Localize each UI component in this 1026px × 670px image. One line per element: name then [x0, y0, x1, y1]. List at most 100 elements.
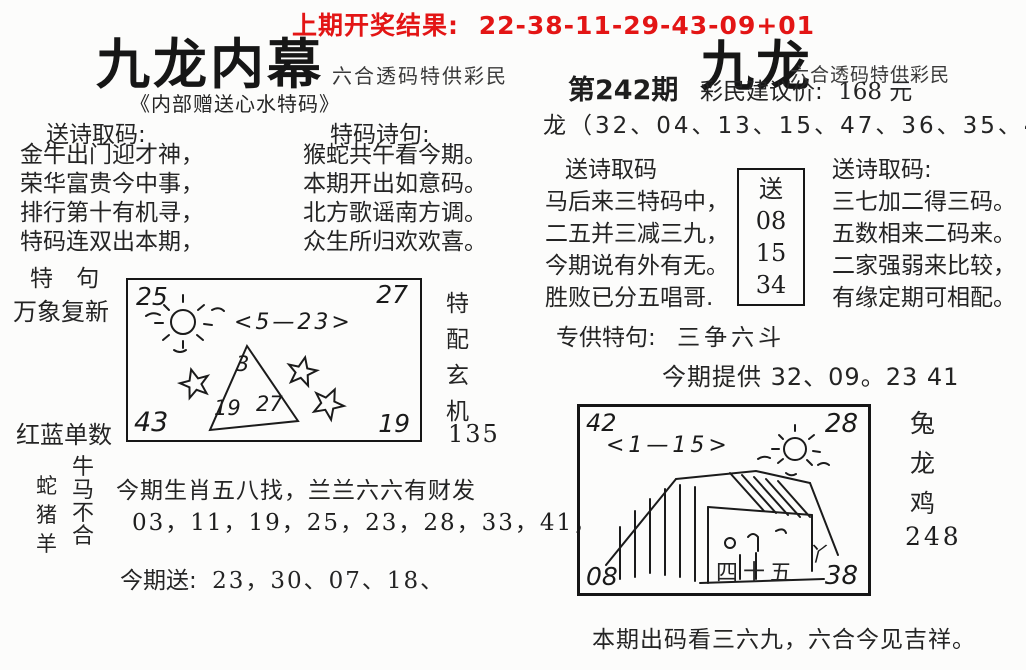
- poem-line: 金牛出门迎才神，: [20, 142, 204, 168]
- left-banner: 《内部赠送心水特码》: [130, 92, 340, 116]
- left-box-corner-tl: 25: [136, 282, 168, 311]
- house-icon: [605, 469, 839, 584]
- left-side-number: 135: [448, 420, 500, 448]
- left-box-arrow-text: <5—23>: [234, 310, 353, 335]
- send-box-number: 15: [755, 239, 787, 267]
- te-ju-label: 特 句: [30, 266, 108, 292]
- right-box-arrow-text: <1—15>: [606, 433, 731, 458]
- poem-line: 五数相来二码来。: [832, 221, 1016, 247]
- zodiac-char: 不: [72, 501, 95, 526]
- zodiac-numbers-line: 龙（32、04、13、15、47、36、35、48。）狗: [543, 113, 1026, 139]
- house-text: 四十五: [716, 561, 798, 586]
- special-value: 三争六斗: [677, 325, 786, 351]
- send-box-label: 送: [759, 175, 783, 203]
- right-box-mark: 丫: [806, 542, 826, 566]
- last-draw-result: 上期开奖结果: 22-38-11-29-43-09+01: [292, 6, 815, 42]
- vertical-char: 机: [446, 399, 469, 425]
- left-title: 九龙内幕: [96, 32, 324, 96]
- triangle-number-right: 27: [256, 392, 283, 416]
- zodiac-char: 马: [72, 478, 95, 503]
- star-icon: [176, 367, 211, 401]
- issue-number: 第242期: [568, 75, 679, 106]
- poem-line: 二家强弱来比较，: [832, 253, 1016, 279]
- zodiac-char: 羊: [36, 532, 57, 556]
- send-box-number: 08: [755, 207, 787, 235]
- vertical-char: 玄: [446, 363, 469, 389]
- poem-line: 特码连双出本期，: [20, 229, 204, 255]
- zodiac-char: 猪: [36, 503, 57, 527]
- vertical-char: 鸡: [910, 489, 936, 518]
- left-numbers-line: 03，11，19，25，23，28，33，41，: [132, 510, 599, 536]
- special-phrase-line: 专供特句: 三争六斗: [556, 318, 785, 352]
- right-poem1-heading: 送诗取码: [565, 157, 657, 183]
- right-sketch-drawing: [605, 424, 839, 584]
- last-draw-numbers: 22-38-11-29-43-09+01: [478, 11, 816, 40]
- triangle-icon: [208, 343, 300, 432]
- send-box-number: 34: [755, 271, 787, 299]
- right-title: 九龙: [700, 34, 812, 98]
- vertical-char: 特: [446, 291, 469, 317]
- right-box-corner-tr: 28: [824, 409, 858, 439]
- left-side-vertical: 特 配 玄 机: [446, 286, 469, 430]
- send-numbers-box: 送 08 15 34: [737, 168, 805, 306]
- right-box-corner-tl: 42: [586, 409, 617, 437]
- right-poem1: 马后来三特码中， 二五并三减三九， 今期说有外有无。 胜败已分五唱哥.: [545, 186, 729, 314]
- left-poem1: 金牛出门迎才神， 荣华富贵今中事， 排行第十有机寻， 特码连双出本期，: [20, 141, 204, 257]
- poem-line: 北方歌谣南方调。: [303, 200, 487, 226]
- left-box-corner-bl: 43: [134, 407, 169, 438]
- provide-line: 今期提供 32、09。23 41: [662, 363, 960, 391]
- price-value: 168 元: [838, 79, 913, 105]
- poem-line: 众生所归欢欢喜。: [303, 229, 487, 255]
- right-side-number: 248: [905, 522, 962, 551]
- left-poem2: 猴蛇共午看今期。 本期开出如意码。 北方歌谣南方调。 众生所归欢欢喜。: [303, 141, 487, 257]
- poem-line: 马后来三特码中，: [545, 189, 729, 215]
- last-draw-label: 上期开奖结果:: [292, 11, 459, 40]
- special-label: 专供特句:: [556, 325, 656, 351]
- right-sketch-box: 42 28 08 38 <1—15> 四十五 丫: [577, 404, 871, 596]
- right-bottom-line: 本期出码看三六九，六合今见吉祥。: [592, 627, 976, 653]
- zodiac-col-1: 蛇 猪 羊: [36, 472, 57, 559]
- poem-line: 三七加二得三码。: [832, 189, 1016, 215]
- left-sketch-box: 25 27 43 19 <5—23> 3 19 27: [126, 278, 422, 442]
- right-box-corner-br: 38: [824, 561, 858, 591]
- poem-line: 胜败已分五唱哥.: [545, 285, 714, 311]
- vertical-char: 兔: [910, 409, 936, 438]
- left-box-corner-br: 19: [378, 409, 410, 438]
- price-label: 彩民建议价:: [700, 79, 823, 105]
- poem-line: 猴蛇共午看今期。: [303, 142, 487, 168]
- triangle-number-top: 3: [236, 352, 250, 376]
- right-subtitle: 六合透码特供彩民: [790, 64, 951, 86]
- vertical-char: 配: [446, 327, 469, 353]
- zodiac-char: 合: [72, 524, 95, 549]
- red-blue-label: 红蓝单数: [16, 421, 112, 449]
- left-subtitle: 六合透码特供彩民: [332, 64, 508, 88]
- te-ju-value: 万象复新: [13, 298, 109, 326]
- sun-icon: [145, 294, 225, 353]
- zodiac-char: 蛇: [36, 474, 57, 498]
- poem-line: 本期开出如意码。: [303, 171, 487, 197]
- star-icon: [311, 387, 347, 423]
- vertical-char: 龙: [910, 449, 936, 478]
- send-numbers: 23，30、07、18、: [212, 568, 446, 594]
- poem-line: 荣华富贵今中事，: [20, 171, 204, 197]
- right-side-vertical: 兔 龙 鸡: [910, 404, 935, 524]
- zodiac-char: 牛: [72, 455, 95, 480]
- poem-line: 排行第十有机寻，: [20, 200, 204, 226]
- star-icon: [286, 354, 320, 389]
- left-send-line: 今期送: 23，30、07、18、: [120, 561, 445, 595]
- triangle-number-left: 19: [214, 396, 241, 420]
- right-poem2: 三七加二得三码。 五数相来二码来。 二家强弱来比较， 有缘定期可相配。: [832, 186, 1016, 314]
- zodiac-col-2: 牛 马 不 合: [72, 456, 94, 548]
- left-hint-line: 今期生肖五八找，兰兰六六有财发: [116, 478, 476, 504]
- poem-line: 有缘定期可相配。: [832, 285, 1016, 311]
- left-poem2-heading: 特码诗句:: [330, 122, 430, 148]
- right-box-corner-bl: 08: [586, 562, 618, 591]
- price-line: 彩民建议价: 168 元: [700, 72, 912, 106]
- left-poem1-heading: 送诗取码:: [46, 122, 146, 148]
- left-sketch-drawing: [145, 294, 347, 432]
- sun-icon: [757, 424, 830, 477]
- left-box-corner-tr: 27: [376, 280, 408, 309]
- right-poem2-heading: 送诗取码:: [832, 157, 932, 183]
- send-label: 今期送:: [120, 568, 197, 594]
